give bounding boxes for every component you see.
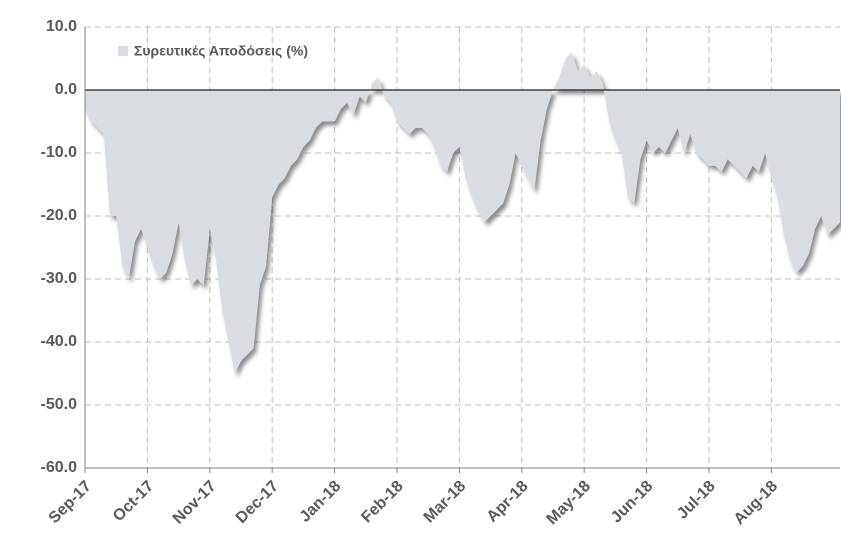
x-tick-label: Mar-18	[421, 478, 470, 527]
x-tick-label: Nov-17	[170, 478, 220, 528]
y-tick-label: -60.0	[41, 459, 78, 476]
x-tick-label: Aug-18	[731, 478, 781, 528]
x-tick-label: Feb-18	[358, 478, 407, 527]
x-tick-label: May-18	[544, 478, 594, 528]
x-tick-label: Oct-17	[110, 478, 157, 525]
y-tick-label: 10.0	[46, 18, 77, 35]
y-tick-label: -40.0	[41, 333, 78, 350]
x-tick-label: Jun-18	[608, 478, 657, 527]
x-tick-label: Apr-18	[484, 478, 532, 526]
x-tick-label: Jul-18	[674, 478, 719, 523]
y-tick-label: -30.0	[41, 270, 78, 287]
y-tick-label: 0.0	[55, 81, 77, 98]
legend-swatch	[118, 46, 128, 56]
area	[85, 52, 840, 374]
x-tick-label: Sep-17	[46, 478, 95, 527]
x-tick-label: Dec-17	[233, 478, 282, 527]
legend-label: Συρευτικές Αποδόσεις (%)	[134, 43, 308, 59]
y-tick-label: -20.0	[41, 207, 78, 224]
y-tick-label: -50.0	[41, 396, 78, 413]
y-tick-label: -10.0	[41, 144, 78, 161]
x-tick-label: Jan-18	[297, 478, 345, 526]
plot: -60.0 -50.0 -40.0 -30.0 -20.0 -10.0 0.0 10.0 Sep…	[41, 18, 840, 528]
